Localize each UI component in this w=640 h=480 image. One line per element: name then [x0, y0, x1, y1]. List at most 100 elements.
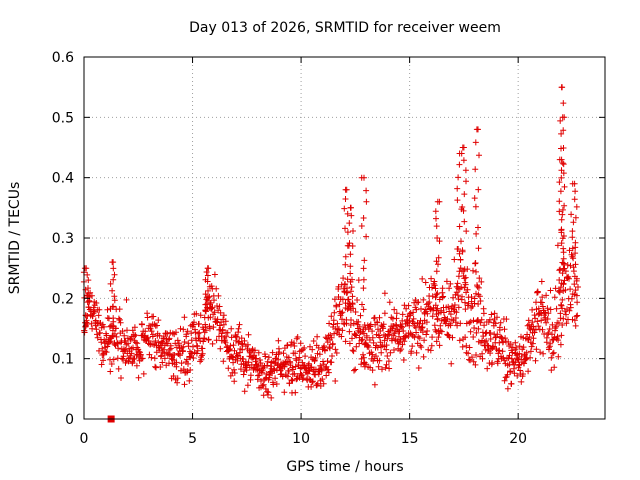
data-point [423, 331, 430, 338]
data-point [445, 303, 452, 310]
data-point [148, 354, 155, 361]
data-point [166, 335, 173, 342]
data-point [453, 289, 460, 296]
data-point [570, 255, 577, 262]
data-point [432, 208, 439, 215]
data-point [467, 357, 474, 364]
data-point [472, 260, 479, 266]
data-point [569, 228, 576, 235]
data-point [560, 255, 567, 262]
data-point [376, 357, 383, 364]
data-point [164, 340, 171, 347]
data-point [180, 366, 187, 373]
data-point [288, 377, 295, 383]
data-point [353, 332, 360, 339]
data-point [131, 355, 138, 362]
data-point [93, 326, 100, 333]
y-tick-label: 0.5 [52, 110, 74, 126]
data-point [292, 350, 299, 357]
data-point [559, 270, 566, 277]
data-point [374, 319, 381, 326]
data-point [537, 349, 544, 356]
data-point [342, 196, 349, 202]
data-point [422, 279, 429, 286]
data-point [560, 265, 567, 272]
data-point [262, 375, 269, 382]
data-point [153, 364, 159, 371]
data-point [363, 198, 370, 205]
data-point [81, 329, 88, 336]
data-point [132, 332, 139, 339]
data-point [284, 373, 291, 380]
data-point [544, 305, 551, 312]
data-point [219, 326, 226, 333]
data-point [470, 267, 476, 274]
data-point [473, 318, 480, 325]
data-point [518, 378, 525, 385]
data-point [129, 327, 136, 334]
data-point [476, 152, 482, 159]
data-point [418, 325, 425, 331]
data-point [558, 174, 565, 181]
data-point [217, 309, 224, 316]
data-point [552, 285, 559, 292]
data-point [276, 349, 283, 356]
data-point [216, 303, 223, 310]
data-point [473, 329, 480, 336]
data-point [349, 301, 356, 308]
data-point [433, 338, 440, 345]
data-point [184, 369, 190, 376]
x-tick-label: 0 [80, 431, 89, 447]
data-point [572, 287, 579, 294]
data-point [549, 321, 556, 328]
data-point [235, 339, 242, 346]
data-point [475, 284, 482, 291]
y-tick-label: 0.4 [52, 171, 74, 187]
data-point [471, 195, 478, 202]
data-point [336, 301, 343, 308]
data-point [231, 347, 238, 354]
data-point [174, 379, 181, 386]
data-point [455, 273, 462, 280]
data-point [225, 346, 232, 353]
data-point [184, 328, 191, 335]
data-point [286, 380, 293, 387]
data-point [175, 351, 182, 357]
data-point [490, 343, 497, 350]
data-point [220, 312, 227, 319]
data-point [116, 306, 123, 313]
data-point [203, 327, 209, 334]
data-point [555, 320, 562, 327]
data-point [556, 277, 563, 283]
data-point [207, 314, 214, 321]
data-point [471, 295, 478, 302]
data-point [516, 350, 523, 357]
data-point [548, 354, 555, 361]
data-point [413, 349, 420, 356]
data-point [507, 341, 514, 348]
data-point [432, 294, 439, 301]
data-point [559, 305, 566, 312]
data-point [346, 220, 353, 227]
data-point [446, 285, 453, 292]
data-point [347, 322, 354, 328]
data-point [340, 275, 347, 282]
data-point [206, 283, 213, 290]
data-point [378, 349, 385, 356]
data-point [206, 293, 213, 300]
data-point [190, 343, 196, 350]
data-point [320, 361, 327, 368]
data-point [89, 313, 96, 319]
x-axis-label: GPS time / hours [286, 459, 403, 475]
data-point [467, 318, 474, 325]
data-point [171, 352, 178, 358]
data-point [432, 285, 439, 292]
data-point [198, 356, 205, 363]
data-point [152, 338, 159, 344]
data-point [472, 139, 479, 146]
data-point [339, 309, 346, 316]
y-axis-label: SRMTID / TECUs [7, 182, 23, 295]
data-point [447, 311, 454, 318]
data-point [222, 339, 229, 346]
data-point [487, 336, 494, 342]
